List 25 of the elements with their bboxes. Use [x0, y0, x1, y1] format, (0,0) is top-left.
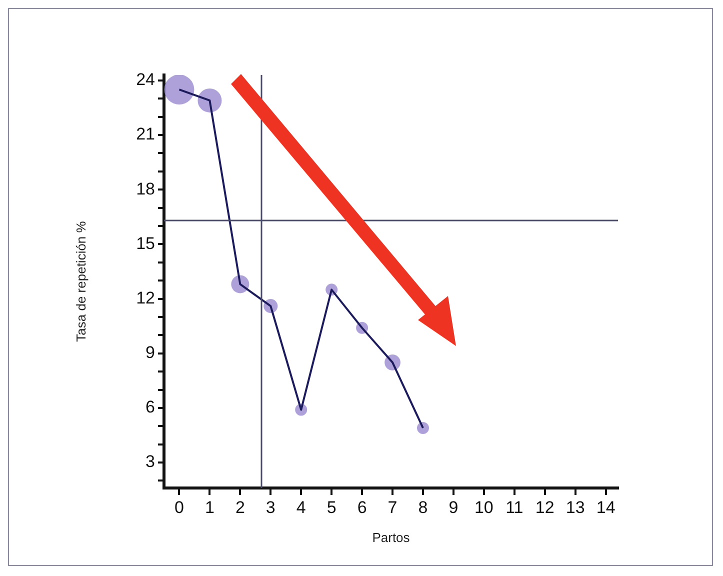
x-tick-label: 3 — [266, 498, 276, 517]
x-tick-label: 4 — [296, 498, 306, 517]
x-tick-label: 1 — [204, 498, 214, 517]
x-tick-label: 5 — [326, 498, 336, 517]
x-tick-label: 0 — [174, 498, 184, 517]
y-tick-label: 9 — [146, 343, 155, 362]
y-axis-title: Tasa de repetición % — [73, 220, 88, 342]
x-tick-label: 14 — [596, 498, 616, 517]
x-tick-label: 11 — [506, 498, 524, 517]
y-tick-label: 15 — [136, 234, 155, 253]
y-tick-label: 18 — [136, 179, 155, 198]
x-tick-label: 13 — [566, 498, 585, 517]
y-tick-label: 3 — [146, 452, 155, 472]
x-tick-label: 8 — [418, 498, 428, 517]
x-axis-title: Partos — [372, 530, 410, 545]
x-tick-label: 12 — [535, 498, 554, 517]
x-tick-label: 9 — [448, 498, 458, 517]
y-tick-label: 21 — [136, 124, 155, 144]
y-tick-label: 6 — [146, 398, 155, 417]
x-tick-label: 2 — [235, 498, 245, 517]
x-tick-label: 6 — [357, 498, 367, 517]
y-tick-label: 24 — [136, 70, 155, 90]
x-tick-label: 10 — [474, 498, 494, 517]
x-tick-label: 7 — [388, 498, 398, 517]
y-tick-label: 12 — [136, 288, 155, 308]
